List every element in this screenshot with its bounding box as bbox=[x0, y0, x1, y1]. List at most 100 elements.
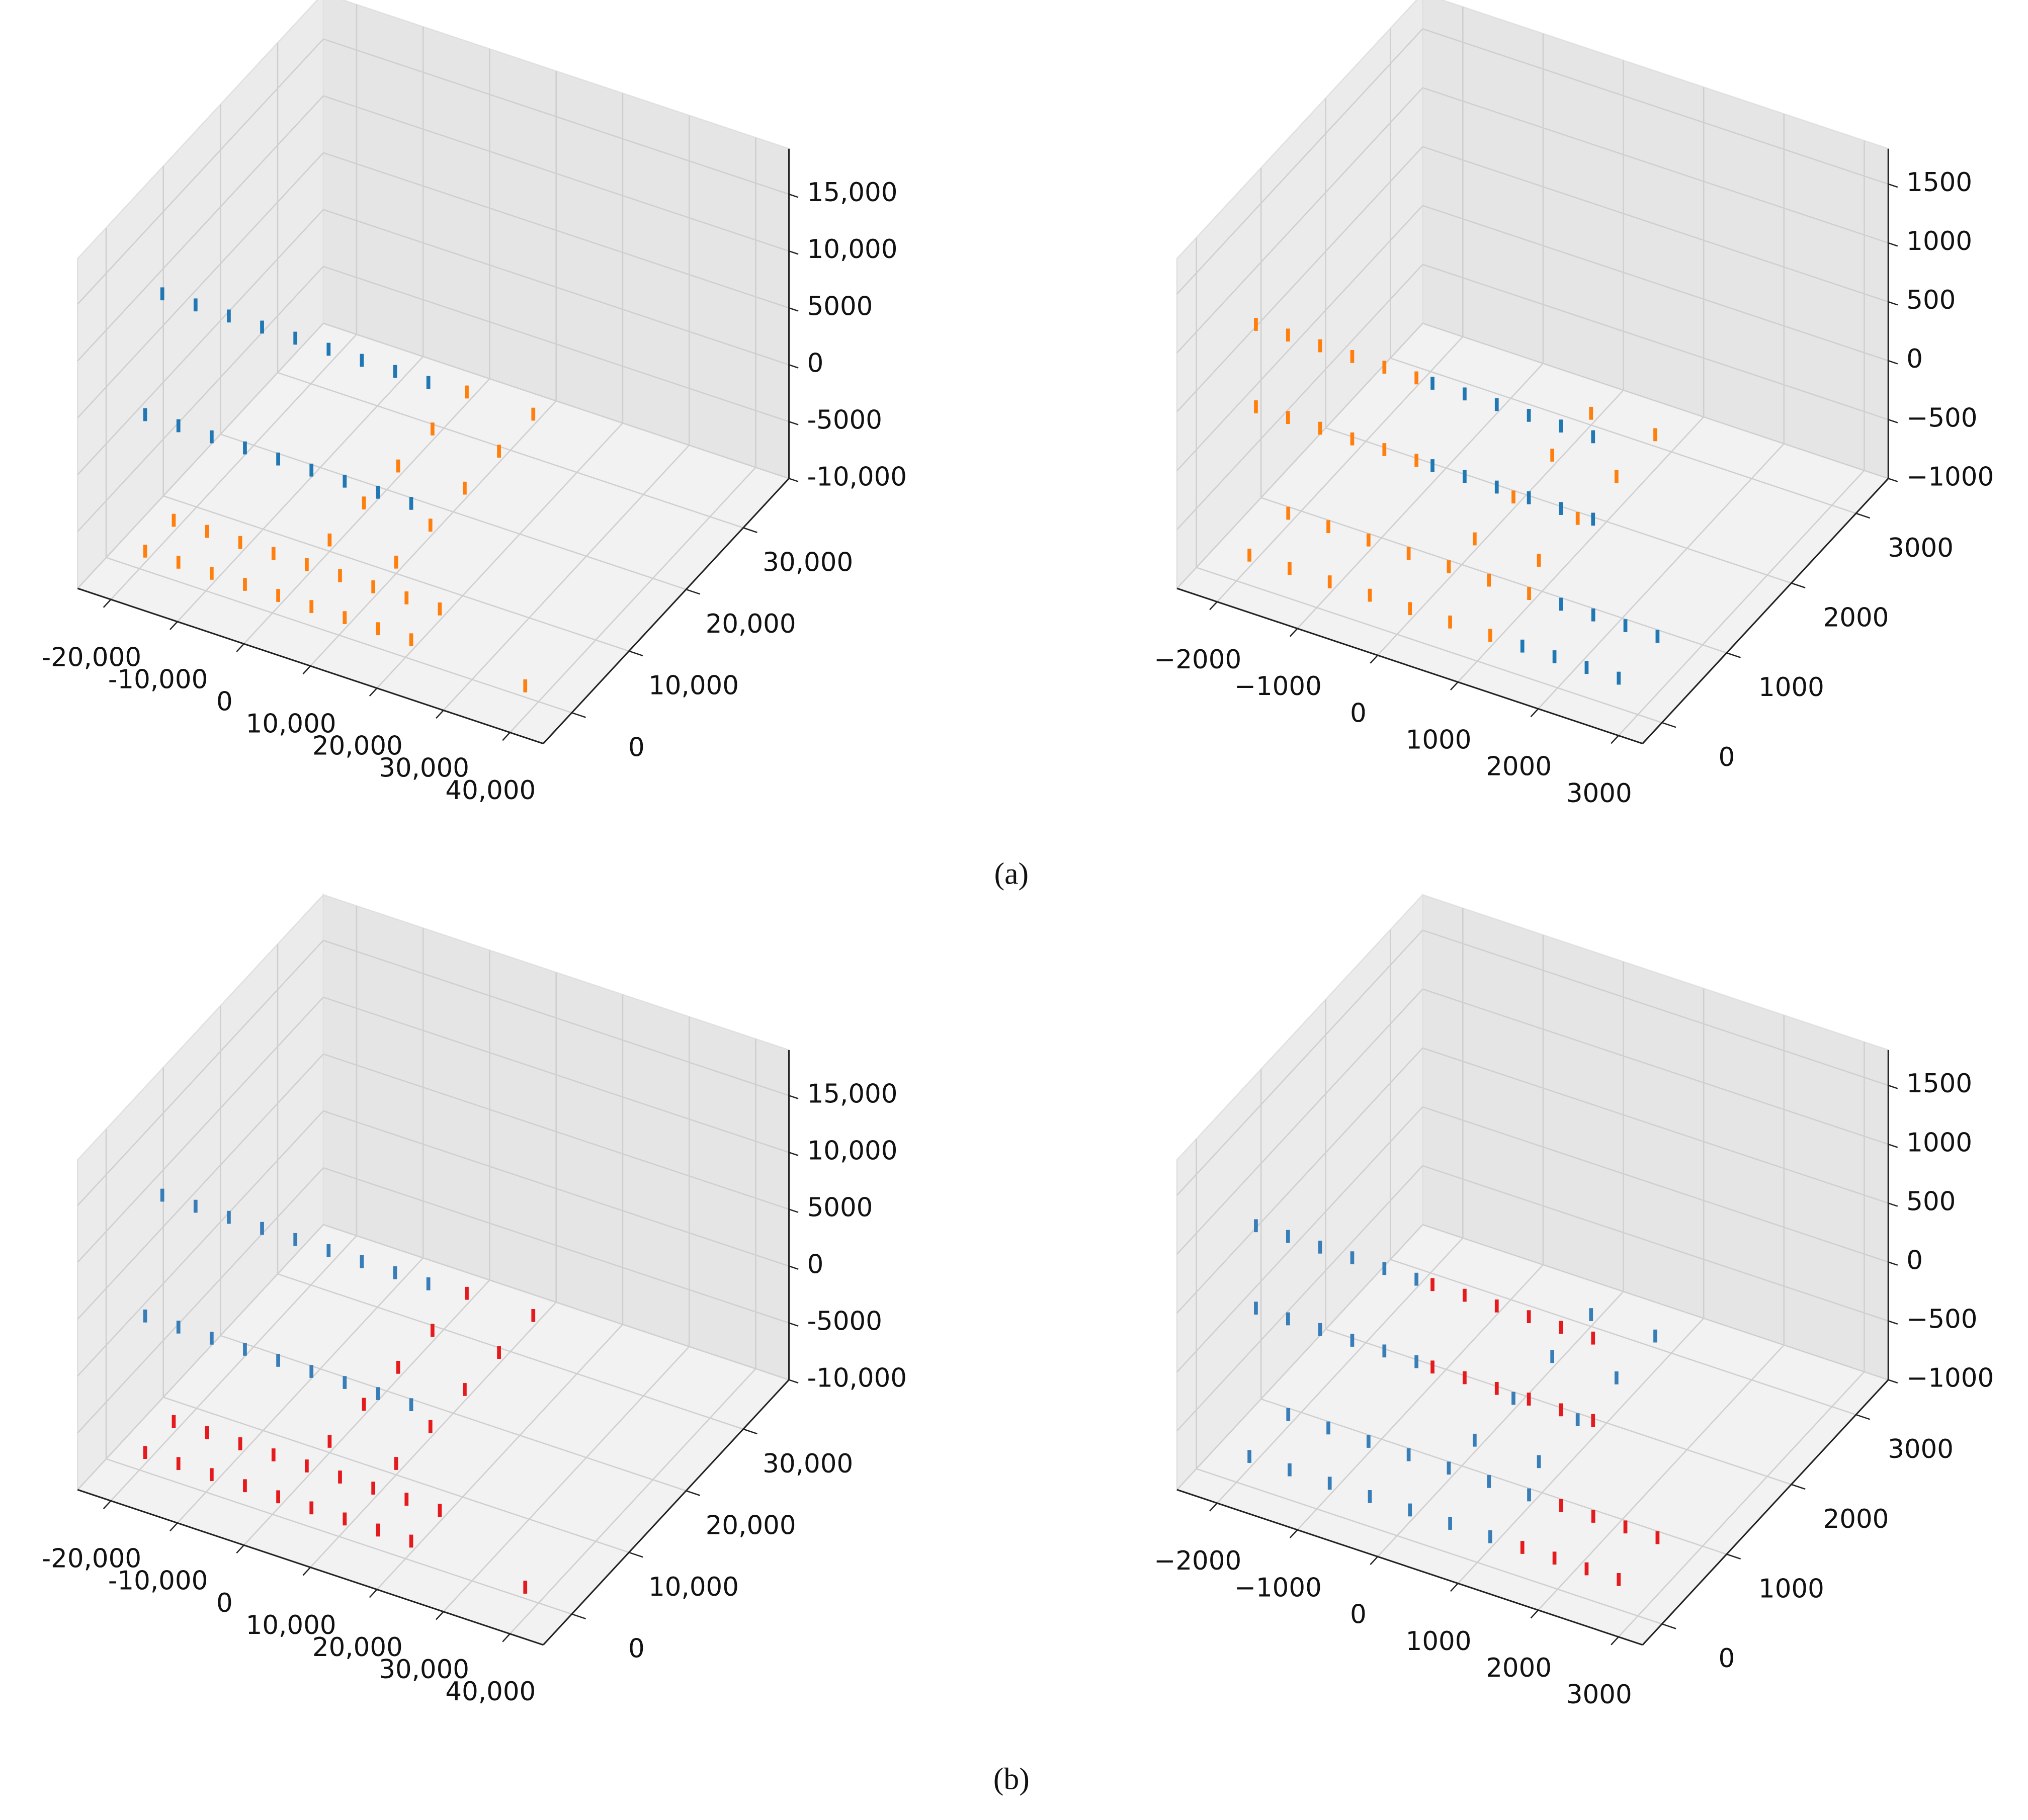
point bbox=[143, 408, 147, 421]
point bbox=[209, 1468, 214, 1482]
grid-line bbox=[1538, 1344, 1785, 1611]
tick-mark bbox=[789, 1095, 799, 1099]
point bbox=[176, 1457, 181, 1470]
grid-line bbox=[177, 1257, 424, 1524]
grid-line bbox=[1618, 1371, 1865, 1637]
grid-line bbox=[1260, 1398, 1727, 1555]
point bbox=[1584, 1562, 1589, 1576]
point bbox=[463, 481, 467, 495]
point bbox=[1537, 1455, 1541, 1468]
y-tick-label: 10,000 bbox=[648, 671, 739, 701]
grid-line bbox=[1422, 1047, 1889, 1204]
point bbox=[362, 496, 366, 510]
grid-line bbox=[1422, 322, 1889, 479]
axis-line bbox=[1176, 1489, 1643, 1646]
point bbox=[1511, 490, 1515, 504]
point bbox=[1527, 587, 1531, 600]
tick-mark bbox=[789, 478, 799, 482]
z-tick-label: 500 bbox=[1906, 285, 1956, 315]
point bbox=[1318, 339, 1322, 353]
grid-line bbox=[323, 1110, 789, 1267]
grid-line bbox=[1422, 264, 1889, 420]
point bbox=[1247, 1450, 1251, 1463]
grid-line bbox=[1422, 1106, 1889, 1263]
tick-mark bbox=[1888, 183, 1898, 188]
grid-line bbox=[77, 939, 324, 1206]
point bbox=[160, 287, 164, 301]
grid-line bbox=[177, 356, 424, 622]
tick-mark bbox=[502, 732, 511, 741]
point bbox=[1589, 406, 1593, 420]
x-tick-label: 0 bbox=[216, 686, 233, 717]
z-tick-label: 0 bbox=[1906, 344, 1923, 374]
z-tick-label: -5000 bbox=[807, 1307, 882, 1337]
point bbox=[1408, 602, 1412, 616]
z-tick-label: 15,000 bbox=[807, 1079, 898, 1109]
point bbox=[1350, 1334, 1355, 1347]
z-tick-label: −1000 bbox=[1906, 1363, 1994, 1394]
point bbox=[1286, 506, 1291, 520]
tick-mark bbox=[170, 621, 178, 630]
grid-line bbox=[323, 1053, 789, 1210]
point bbox=[1559, 502, 1563, 515]
point bbox=[338, 1470, 342, 1484]
grid-line bbox=[1176, 1106, 1423, 1372]
tick-mark bbox=[1450, 1583, 1459, 1592]
z-tick-label: 5000 bbox=[807, 291, 873, 321]
point bbox=[1511, 1392, 1515, 1405]
point bbox=[243, 1343, 247, 1356]
y-tick-label: 3000 bbox=[1888, 533, 1954, 563]
tick-mark bbox=[1289, 1529, 1298, 1538]
x-tick-label: 0 bbox=[216, 1588, 233, 1618]
x-tick-label: −1000 bbox=[1234, 1573, 1322, 1603]
tick-mark bbox=[789, 421, 799, 425]
tick-mark bbox=[1888, 1085, 1898, 1089]
grid-line bbox=[1457, 1318, 1705, 1584]
grid-line bbox=[77, 1110, 324, 1377]
z-tick-label: -10,000 bbox=[807, 462, 907, 492]
tick-mark bbox=[686, 588, 701, 595]
grid-line bbox=[1176, 146, 1423, 412]
point bbox=[243, 441, 247, 455]
grid-line bbox=[1216, 336, 1464, 602]
tick-mark bbox=[1855, 512, 1871, 519]
tick-mark bbox=[302, 1567, 311, 1576]
tick-mark bbox=[1289, 628, 1298, 637]
grid-line bbox=[77, 152, 324, 418]
point bbox=[1591, 1510, 1595, 1523]
point bbox=[1591, 608, 1595, 622]
point bbox=[1382, 443, 1387, 456]
grid-line bbox=[323, 209, 789, 366]
z-tick-label: −1000 bbox=[1906, 462, 1994, 492]
tick-mark bbox=[1661, 1623, 1676, 1629]
grid-line bbox=[1176, 205, 1423, 471]
point bbox=[176, 1320, 181, 1334]
point bbox=[193, 298, 198, 312]
grid-line bbox=[1390, 1259, 1856, 1416]
point bbox=[1591, 1331, 1595, 1345]
grid-line bbox=[1325, 1328, 1792, 1485]
x-tick-label: 30,000 bbox=[379, 1655, 469, 1685]
grid-line bbox=[1176, 1047, 1423, 1314]
x-tick-label: 0 bbox=[1350, 698, 1367, 728]
y-tick-label: 0 bbox=[628, 732, 645, 762]
tick-mark bbox=[789, 307, 799, 312]
point bbox=[1614, 1371, 1619, 1384]
point bbox=[143, 545, 147, 558]
point bbox=[394, 555, 398, 569]
point bbox=[305, 1459, 309, 1472]
point bbox=[1430, 377, 1434, 390]
tick-mark bbox=[369, 687, 378, 697]
point bbox=[1448, 615, 1452, 629]
grid-line bbox=[77, 95, 324, 362]
grid-line bbox=[77, 1224, 324, 1491]
x-tick-label: 40,000 bbox=[445, 1677, 536, 1707]
point bbox=[309, 1365, 314, 1378]
tick-mark bbox=[743, 1428, 757, 1435]
point bbox=[1520, 639, 1525, 653]
point bbox=[1382, 1344, 1387, 1358]
grid-line bbox=[443, 445, 690, 711]
point bbox=[371, 580, 375, 593]
point bbox=[1254, 1219, 1258, 1233]
point bbox=[426, 376, 431, 389]
